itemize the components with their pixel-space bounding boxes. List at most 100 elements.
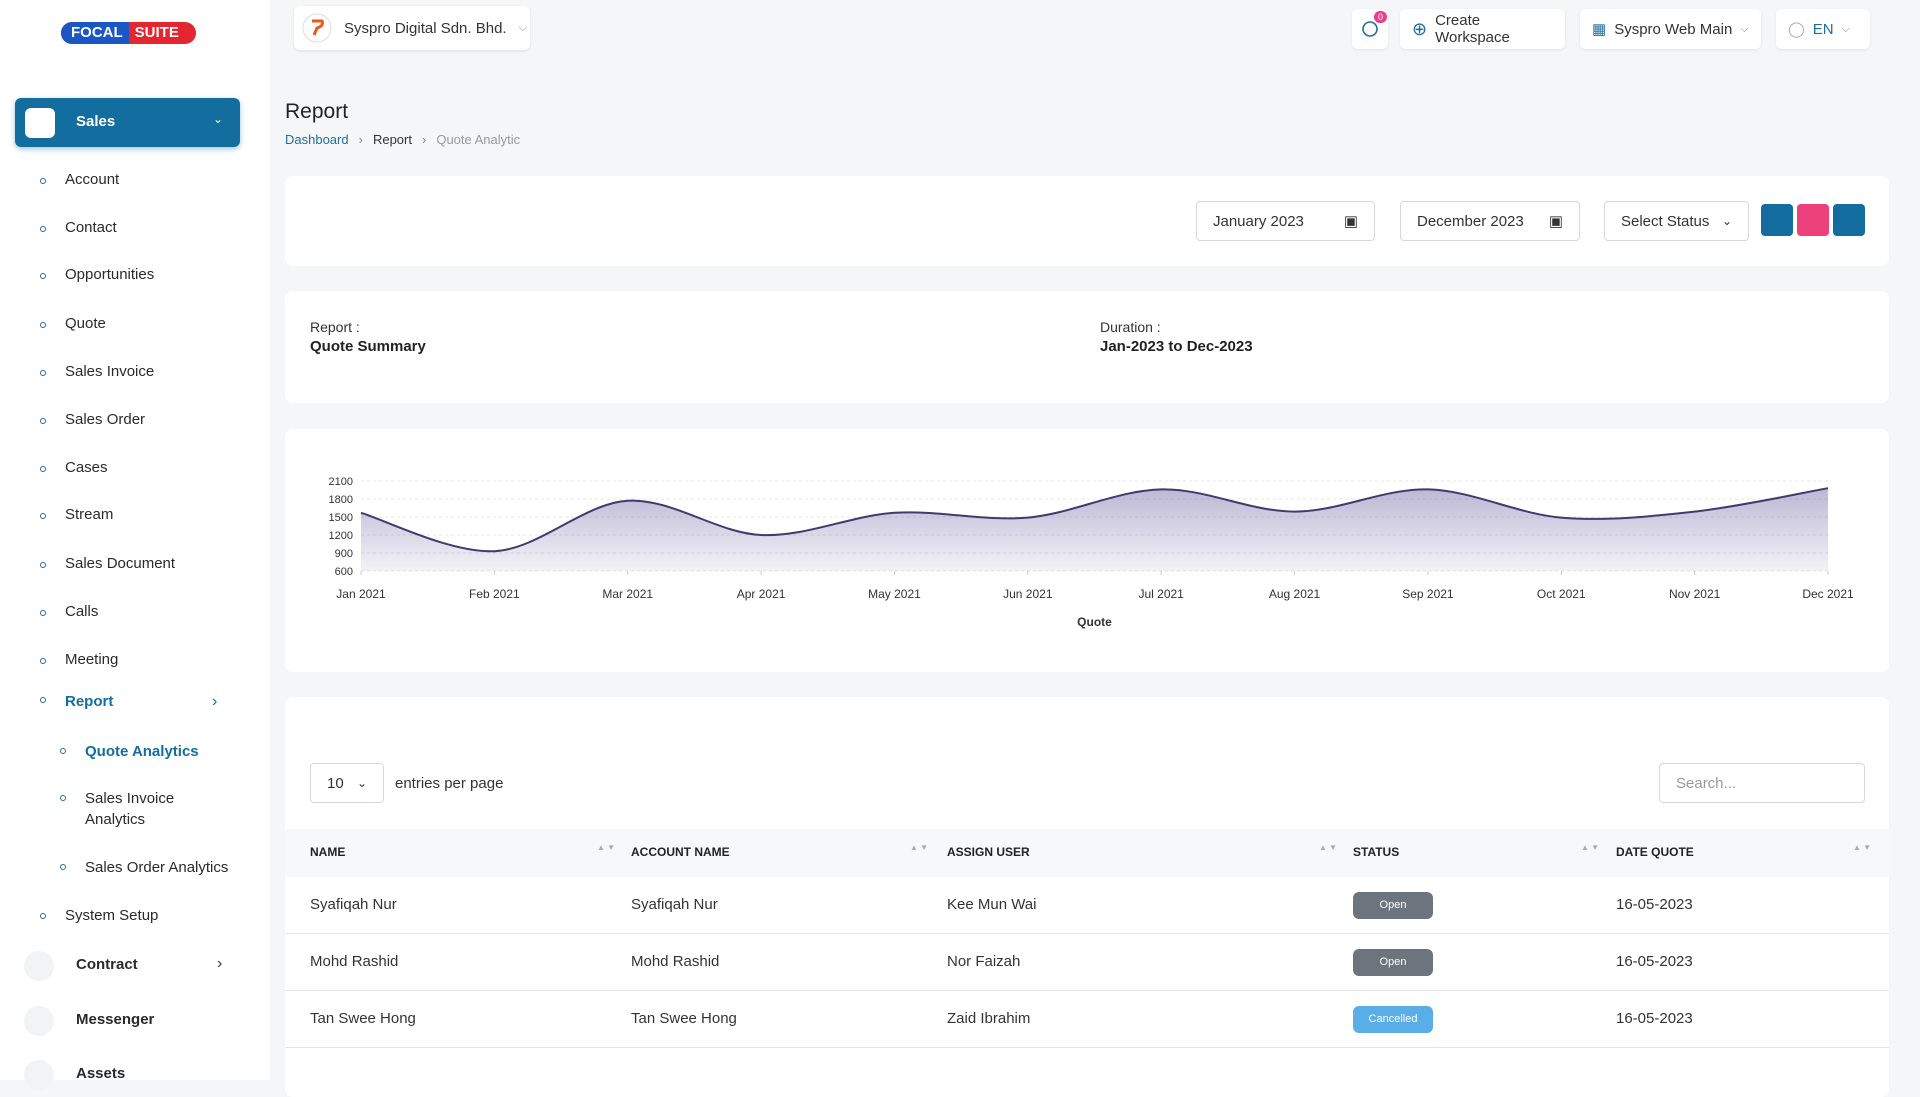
menu-bullet [60, 748, 66, 754]
column-header[interactable]: ACCOUNT NAME [631, 845, 730, 859]
logo[interactable]: FOCAL SUITE [61, 22, 196, 44]
menu-item-active[interactable]: Report [65, 693, 114, 710]
area [361, 488, 1828, 571]
sort-icon: ▲ ▼ [1319, 843, 1338, 852]
language: EN [1812, 20, 1834, 38]
menu-item[interactable]: Calls [65, 603, 99, 620]
chat-icon [1362, 21, 1378, 37]
chevron: › [212, 693, 218, 710]
menu-item[interactable]: Contact [65, 219, 117, 236]
line [360, 487, 1829, 553]
menu-bullet [40, 610, 46, 616]
table-cell: Tan Swee Hong [310, 1010, 416, 1027]
download-button[interactable] [1833, 204, 1865, 236]
sales-icon [25, 108, 55, 138]
submenu-item[interactable]: Sales Order Analytics [85, 859, 229, 876]
report-value: Quote Summary [310, 338, 426, 355]
menu-item[interactable]: Sales Document [65, 555, 176, 572]
menu-bullet [40, 913, 46, 919]
date-from[interactable]: January 2023 ▣ [1196, 201, 1375, 241]
column-header[interactable]: STATUS [1353, 845, 1400, 859]
menu-item[interactable]: Stream [65, 506, 114, 523]
workspace-selector[interactable]: ▦ Syspro Web Main ⌵ [1580, 9, 1761, 49]
breadcrumb-current: Quote Analytic [436, 132, 521, 147]
status-select-value: Select Status [1621, 212, 1710, 230]
column-header[interactable]: DATE QUOTE [1616, 845, 1694, 859]
row-divider [285, 933, 1889, 934]
y-tick-label: 1800 [329, 494, 353, 506]
menu-item[interactable]: Sales Invoice [65, 363, 155, 380]
module-item[interactable]: Contract [76, 956, 138, 973]
company-selector[interactable]: Syspro Digital Sdn. Bhd. ⌵ [294, 6, 530, 50]
create-workspace-button[interactable]: ⊕ Create Workspace [1400, 9, 1565, 49]
status-select[interactable]: Select Status ⌄ [1604, 201, 1749, 241]
date-to[interactable]: December 2023 ▣ [1400, 201, 1580, 241]
duration-label: Duration : [1100, 319, 1161, 335]
x-axis-label: Quote [1077, 615, 1112, 629]
menu-item[interactable]: Cases [65, 459, 108, 476]
row-divider [285, 1047, 1889, 1048]
x-tick-label: Aug 2021 [1269, 587, 1321, 601]
page-size-select[interactable]: 10 ⌄ [310, 763, 384, 803]
sort-icon: ▲ ▼ [1853, 843, 1872, 852]
breadcrumb-item[interactable]: Report [372, 132, 412, 147]
menu-bullet [40, 226, 46, 232]
menu-item[interactable]: Account [65, 171, 120, 188]
entries-label: entries per page [395, 775, 504, 792]
breadcrumb-item[interactable]: Dashboard [285, 132, 349, 147]
y-tick-label: 2100 [329, 476, 353, 488]
menu-bullet [40, 273, 46, 279]
logo-left: FOCAL [61, 22, 129, 44]
table-cell: 16-05-2023 [1616, 953, 1693, 970]
x-tick-label: Oct 2021 [1537, 587, 1586, 601]
menu-item[interactable]: Sales Order [65, 411, 146, 428]
table-cell: Syafiqah Nur [310, 896, 397, 913]
menu-bullet [40, 178, 46, 184]
module-item[interactable]: Assets [76, 1065, 126, 1082]
messages-button[interactable]: 0 [1352, 9, 1388, 49]
menu-item[interactable]: Opportunities [65, 266, 155, 283]
table-cell: Tan Swee Hong [631, 1010, 737, 1027]
logo-right: SUITE [134, 24, 179, 41]
menu-item[interactable]: Meeting [65, 651, 119, 668]
duration-value: Jan-2023 to Dec-2023 [1100, 338, 1253, 355]
menu-bullet [40, 370, 46, 376]
sort-icon: ▲ ▼ [910, 843, 929, 852]
menu-item[interactable]: Quote [65, 315, 106, 332]
report-label: Report : [310, 319, 360, 335]
chevron: › [217, 955, 223, 972]
submenu-item-active[interactable]: Quote Analytics [85, 743, 199, 760]
x-tick-label: Nov 2021 [1669, 587, 1721, 601]
table-cell: Syafiqah Nur [631, 896, 718, 913]
search-placeholder: Search... [1676, 774, 1737, 792]
search-button[interactable] [1761, 204, 1793, 236]
table-cell: Nor Faizah [947, 953, 1021, 970]
submenu-item[interactable]: Sales Invoice Analytics [85, 790, 175, 828]
workspace-name: Syspro Web Main [1614, 20, 1733, 38]
menu-bullet [60, 795, 66, 801]
table-cell: Kee Mun Wai [947, 896, 1037, 913]
sales-menu[interactable]: Sales ⌄ [15, 98, 240, 147]
column-header[interactable]: ASSIGN USER [947, 845, 1030, 859]
breadcrumb: Dashboard › Report › Quote Analytic [285, 132, 521, 147]
create-workspace-label: Create Workspace [1435, 12, 1510, 46]
column-header[interactable]: NAME [310, 845, 346, 859]
x-tick-label: Mar 2021 [602, 587, 653, 601]
module-icon [24, 1060, 54, 1090]
status-badge: Open [1353, 949, 1433, 976]
module-item[interactable]: Messenger [76, 1011, 155, 1028]
language-selector[interactable]: ◯ EN ⌵ [1776, 9, 1870, 49]
x-tick-label: Dec 2021 [1802, 587, 1854, 601]
row-divider [285, 990, 1889, 991]
y-tick-label: 900 [335, 548, 353, 560]
menu-item[interactable]: System Setup [65, 907, 159, 924]
menu-bullet [40, 418, 46, 424]
reset-button[interactable] [1797, 204, 1829, 236]
search-input[interactable]: Search... [1659, 763, 1865, 803]
x-tick-label: Jan 2021 [336, 587, 386, 601]
chart-card: 600 900 1200 1500 1800 2100 Jan 2021 Feb 2021 Ma… [285, 429, 1889, 672]
status-badge: Cancelled [1353, 1006, 1433, 1033]
x-tick-label: Jun 2021 [1003, 587, 1053, 601]
summary-card: Report : Quote Summary Duration : Jan-20… [285, 291, 1889, 403]
